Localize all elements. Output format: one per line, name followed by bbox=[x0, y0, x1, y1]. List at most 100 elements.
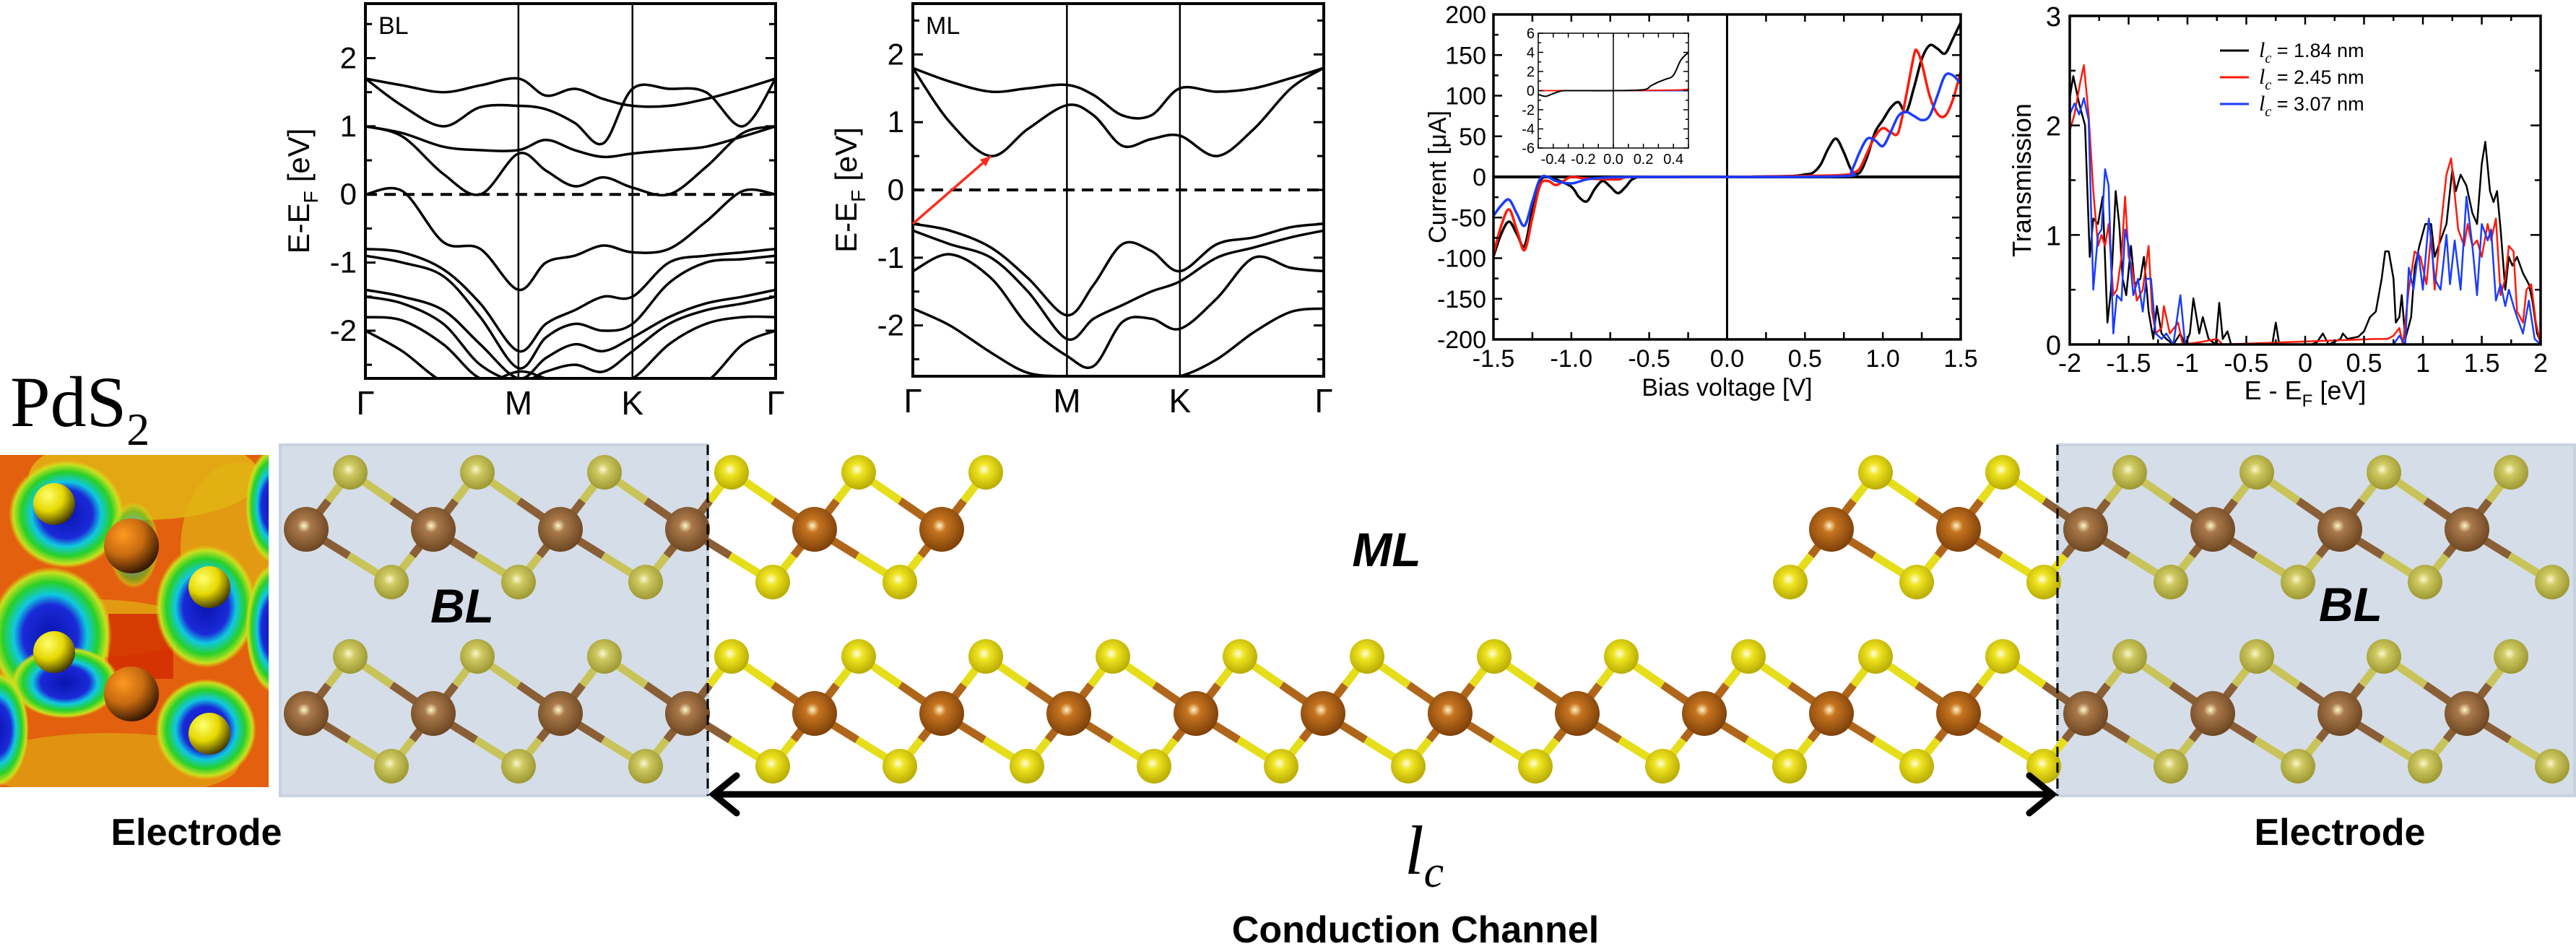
transmission-series-line bbox=[2070, 75, 2541, 344]
sulfur-atom-icon bbox=[1858, 455, 1893, 490]
y-axis-label: Current [μA] bbox=[1424, 110, 1452, 243]
y-tick-label: 1 bbox=[340, 109, 357, 143]
y-tick-label: 100 bbox=[1445, 83, 1486, 110]
y-tick-label: 0 bbox=[888, 173, 904, 207]
sulfur-atom-icon bbox=[882, 565, 917, 599]
palladium-atom-icon bbox=[2445, 507, 2489, 552]
transmission-series-line bbox=[2070, 97, 2541, 344]
x-axis-label: E - EF [eV] bbox=[2245, 376, 2367, 411]
sulfur-atom-icon bbox=[33, 483, 75, 525]
sulfur-atom-icon bbox=[755, 565, 790, 599]
sulfur-atom-icon bbox=[1010, 749, 1044, 784]
sulfur-atom-icon bbox=[2154, 565, 2188, 599]
x-tick-label: -1.0 bbox=[1551, 345, 1593, 373]
material-label: PdS2 bbox=[10, 362, 149, 455]
palladium-atom-icon bbox=[1682, 691, 1727, 736]
y-axis-label: E-EF[eV] bbox=[282, 129, 322, 254]
band-line bbox=[913, 222, 1324, 317]
legend-entry: lc = 1.84 nm bbox=[2259, 38, 2364, 66]
y-tick-label: -50 bbox=[1451, 204, 1486, 232]
palladium-atom-icon bbox=[411, 507, 456, 552]
x-tick-label: -0.5 bbox=[1628, 345, 1670, 373]
sulfur-atom-icon bbox=[2112, 639, 2147, 674]
palladium-atom-icon bbox=[2317, 507, 2362, 552]
palladium-atom-icon bbox=[1046, 691, 1091, 736]
sulfur-atom-icon bbox=[1223, 639, 1257, 674]
y-tick-label: 1 bbox=[888, 105, 904, 139]
sulfur-atom-icon bbox=[628, 749, 663, 784]
palladium-atom-icon bbox=[2063, 691, 2108, 736]
sulfur-atom-icon bbox=[2281, 749, 2315, 784]
sulfur-atom-icon bbox=[2535, 565, 2570, 599]
y-tick-label: 2 bbox=[2046, 112, 2061, 142]
palladium-atom-icon bbox=[2445, 691, 2489, 736]
bands bbox=[365, 77, 776, 378]
palladium-atom-icon bbox=[284, 691, 329, 736]
sulfur-atom-icon bbox=[2408, 565, 2442, 599]
device-structure-diagram bbox=[279, 443, 2576, 817]
sulfur-atom-icon bbox=[1137, 749, 1171, 784]
sulfur-atom-icon bbox=[714, 455, 749, 490]
sulfur-atom-icon bbox=[333, 639, 368, 674]
palladium-atom-icon bbox=[1936, 691, 1981, 736]
sulfur-atom-icon bbox=[1858, 639, 1893, 674]
inset-y-tick-label: 4 bbox=[1527, 45, 1535, 61]
palladium-atom-icon bbox=[1174, 691, 1218, 736]
k-point-label: K bbox=[621, 384, 643, 422]
k-point-label: Γ bbox=[903, 382, 921, 420]
sulfur-atom-icon bbox=[1350, 639, 1384, 674]
x-tick-label: 0.5 bbox=[1788, 345, 1822, 373]
channel-length-label: lc bbox=[1405, 812, 1444, 897]
ml-label: ML bbox=[1352, 523, 1421, 576]
x-tick-label: 1 bbox=[2416, 348, 2430, 378]
sulfur-atom-icon bbox=[1645, 749, 1680, 784]
sulfur-atom-icon bbox=[2239, 455, 2274, 490]
sulfur-atom-icon bbox=[1391, 749, 1426, 784]
inset-y-tick-label: -4 bbox=[1522, 122, 1535, 138]
panel-label: BL bbox=[378, 12, 409, 40]
plot-frame bbox=[911, 2, 1325, 378]
y-tick-label: 0 bbox=[340, 177, 357, 211]
sulfur-atom-icon bbox=[1899, 749, 1934, 784]
conduction-channel-label: Conduction Channel bbox=[1232, 909, 1599, 946]
palladium-atom-icon bbox=[1936, 507, 1981, 552]
electrode-label-left: Electrode bbox=[111, 812, 282, 854]
y-tick-label: 2 bbox=[340, 40, 357, 74]
k-point-label: Γ bbox=[356, 384, 374, 422]
electrode-label-right: Electrode bbox=[2255, 812, 2426, 854]
inset-x-tick-label: -0.2 bbox=[1571, 152, 1595, 168]
palladium-atom-icon bbox=[919, 691, 964, 736]
band-line bbox=[913, 66, 1324, 120]
palladium-atom-icon bbox=[665, 691, 710, 736]
band-line bbox=[365, 125, 776, 159]
sulfur-atom-icon bbox=[2281, 565, 2315, 599]
legend-entry: lc = 2.45 nm bbox=[2259, 65, 2364, 93]
transmission-chart: 0 1 2 3 -2 -1.5 -1 -0.5 0 0.5 1 1.5 2 E - EF [eV] Tran… bbox=[2007, 2, 2548, 411]
band-line bbox=[913, 229, 1324, 342]
palladium-atom-icon bbox=[284, 507, 329, 552]
y-tick-label: 0 bbox=[2046, 331, 2061, 361]
charge-density-contour-map bbox=[0, 455, 269, 787]
palladium-atom-icon bbox=[1809, 507, 1854, 552]
palladium-atom-icon bbox=[792, 691, 837, 736]
iv-curve-chart: -200 -150 -100 -50 0 50 100 150 200 -1.5 -1.0 -0.5 0… bbox=[1424, 1, 1978, 402]
sulfur-atom-icon bbox=[1731, 639, 1766, 674]
sulfur-atom-icon bbox=[374, 565, 409, 599]
palladium-atom-icon bbox=[2190, 691, 2235, 736]
x-tick-label: -2 bbox=[2058, 348, 2081, 378]
palladium-atom-icon bbox=[2190, 507, 2235, 552]
sulfur-atom-icon bbox=[501, 749, 536, 784]
inset-y-tick-label: 6 bbox=[1527, 26, 1535, 42]
x-tick-label: 0.5 bbox=[2346, 348, 2382, 378]
y-tick-label: -150 bbox=[1437, 286, 1486, 313]
sulfur-atom-icon bbox=[1772, 749, 1807, 784]
band-line bbox=[365, 247, 776, 353]
y-tick-label: -1 bbox=[330, 246, 357, 279]
y-tick-label: 2 bbox=[888, 37, 904, 71]
sulfur-atom-icon bbox=[1773, 565, 1808, 599]
sulfur-atom-icon bbox=[501, 565, 536, 599]
bands bbox=[913, 66, 1324, 376]
palladium-atom-icon bbox=[2063, 507, 2108, 552]
inset-y-tick-label: -6 bbox=[1522, 141, 1535, 157]
